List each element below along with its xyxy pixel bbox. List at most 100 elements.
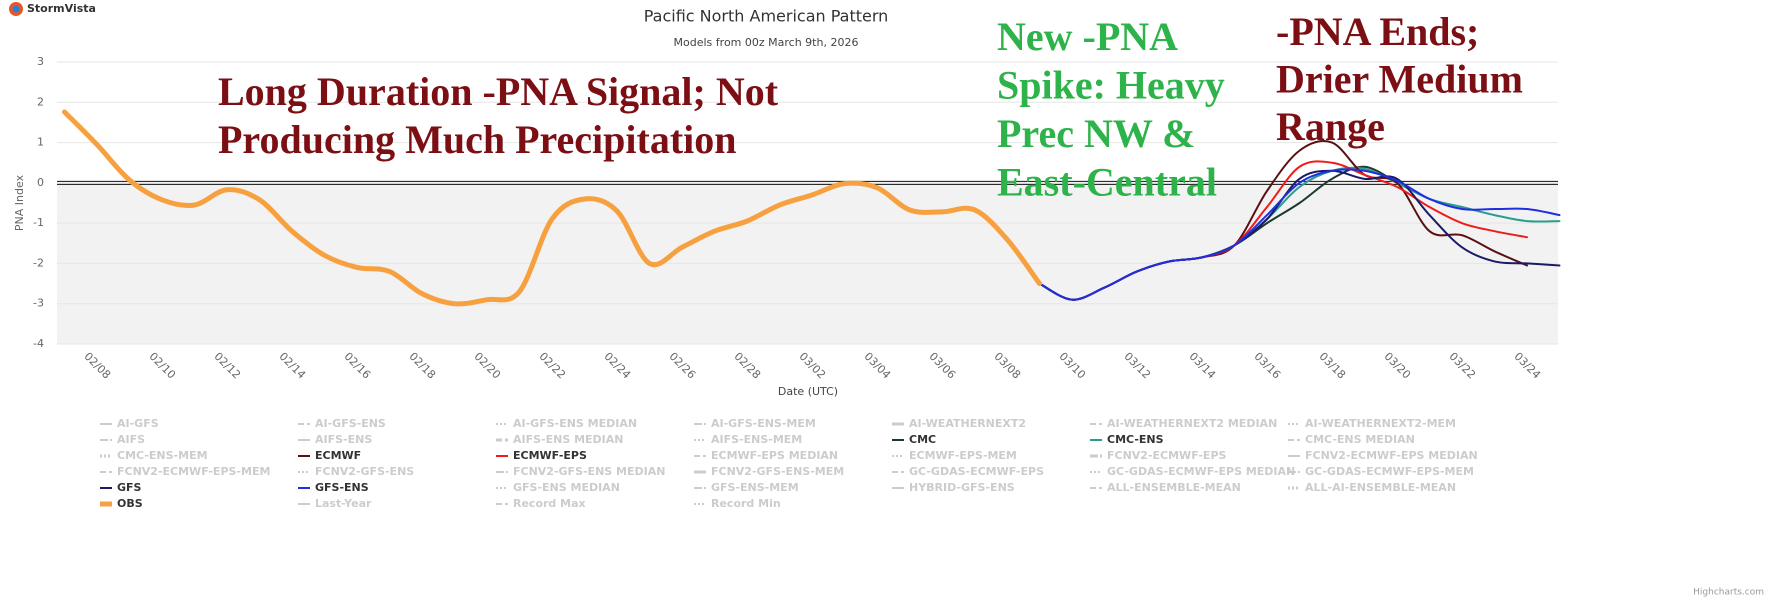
annotation: Prec NW &	[997, 111, 1195, 156]
chart-title: Pacific North American Pattern	[644, 7, 889, 26]
legend-item[interactable]: AIFS-ENS-MEM	[694, 433, 802, 446]
y-tick-label: 2	[37, 95, 44, 108]
legend-label[interactable]: OBS	[117, 497, 143, 510]
legend-item[interactable]: ALL-ENSEMBLE-MEAN	[1090, 481, 1241, 494]
legend-item[interactable]: AIFS	[100, 433, 145, 446]
legend-item[interactable]: AI-WEATHERNEXT2-MEM	[1288, 417, 1456, 430]
legend-item[interactable]: ECMWF	[298, 449, 361, 462]
legend-item[interactable]: CMC-ENS-MEM	[100, 449, 208, 462]
legend-item[interactable]: FCNV2-GFS-ENS-MEM	[694, 465, 844, 478]
legend-item[interactable]: Record Max	[496, 497, 586, 510]
legend-item[interactable]: AI-GFS-ENS-MEM	[694, 417, 816, 430]
legend-label[interactable]: AIFS-ENS-MEM	[711, 433, 802, 446]
legend-label[interactable]: AIFS-ENS	[315, 433, 372, 446]
credits[interactable]: Highcharts.com	[1693, 588, 1764, 598]
legend-item[interactable]: CMC	[892, 433, 936, 446]
legend-item[interactable]: AI-GFS	[100, 417, 159, 430]
x-tick-label: 02/16	[342, 350, 374, 382]
legend-label[interactable]: CMC	[909, 433, 936, 446]
legend-item[interactable]: AI-WEATHERNEXT2	[892, 417, 1026, 430]
y-tick-label: 3	[37, 55, 44, 68]
legend-label[interactable]: GC-GDAS-ECMWF-EPS MEDIAN	[1107, 465, 1295, 478]
legend-label[interactable]: GC-GDAS-ECMWF-EPS-MEM	[1305, 465, 1474, 478]
x-tick-label: 02/24	[602, 350, 634, 382]
legend-item[interactable]: FCNV2-ECMWF-EPS	[1090, 449, 1227, 462]
legend-item[interactable]: FCNV2-GFS-ENS	[298, 465, 414, 478]
legend-label[interactable]: AI-WEATHERNEXT2 MEDIAN	[1107, 417, 1277, 430]
legend-label[interactable]: FCNV2-GFS-ENS-MEM	[711, 465, 844, 478]
legend-label[interactable]: FCNV2-GFS-ENS	[315, 465, 414, 478]
legend-item[interactable]: FCNV2-ECMWF-EPS-MEM	[100, 465, 270, 478]
legend-item[interactable]: HYBRID-GFS-ENS	[892, 481, 1015, 494]
x-tick-label: 02/26	[667, 350, 699, 382]
legend-item[interactable]: GC-GDAS-ECMWF-EPS	[892, 465, 1044, 478]
legend-label[interactable]: CMC-ENS	[1107, 433, 1164, 446]
legend-label[interactable]: AI-GFS-ENS	[315, 417, 386, 430]
legend-label[interactable]: FCNV2-ECMWF-EPS	[1107, 449, 1227, 462]
legend-label[interactable]: Record Min	[711, 497, 781, 510]
legend-item[interactable]: AIFS-ENS	[298, 433, 372, 446]
legend-item[interactable]: Record Min	[694, 497, 781, 510]
x-tick-label: 02/20	[472, 350, 504, 382]
legend-label[interactable]: CMC-ENS-MEM	[117, 449, 208, 462]
legend-label[interactable]: AI-WEATHERNEXT2-MEM	[1305, 417, 1456, 430]
y-tick-label: -4	[33, 337, 44, 350]
legend-label[interactable]: Record Max	[513, 497, 586, 510]
legend-label[interactable]: HYBRID-GFS-ENS	[909, 481, 1015, 494]
y-tick-label: 0	[37, 176, 44, 189]
legend-label[interactable]: ECMWF-EPS-MEM	[909, 449, 1017, 462]
legend-item[interactable]: ECMWF-EPS MEDIAN	[694, 449, 838, 462]
legend-label[interactable]: ECMWF-EPS MEDIAN	[711, 449, 838, 462]
legend-label[interactable]: GFS-ENS	[315, 481, 369, 494]
legend-item[interactable]: AI-WEATHERNEXT2 MEDIAN	[1090, 417, 1277, 430]
legend-label[interactable]: AIFS-ENS MEDIAN	[513, 433, 623, 446]
legend-label[interactable]: FCNV2-ECMWF-EPS-MEM	[117, 465, 270, 478]
legend-label[interactable]: GFS-ENS-MEM	[711, 481, 799, 494]
legend-item[interactable]: ECMWF-EPS-MEM	[892, 449, 1017, 462]
legend-item[interactable]: CMC-ENS	[1090, 433, 1164, 446]
legend-item[interactable]: GFS-ENS MEDIAN	[496, 481, 620, 494]
legend-item[interactable]: AIFS-ENS MEDIAN	[496, 433, 623, 446]
legend-item[interactable]: AI-GFS-ENS MEDIAN	[496, 417, 637, 430]
legend-item[interactable]: GFS	[100, 481, 142, 494]
x-tick-label: 03/22	[1447, 350, 1479, 382]
legend-item[interactable]: ECMWF-EPS	[496, 449, 587, 462]
legend-label[interactable]: AI-GFS-ENS MEDIAN	[513, 417, 637, 430]
legend-label[interactable]: ALL-ENSEMBLE-MEAN	[1107, 481, 1241, 494]
x-tick-label: 03/04	[862, 350, 894, 382]
legend-label[interactable]: GFS	[117, 481, 142, 494]
legend-item[interactable]: FCNV2-GFS-ENS MEDIAN	[496, 465, 665, 478]
chart-subtitle: Models from 00z March 9th, 2026	[674, 36, 859, 49]
x-tick-label: 02/14	[277, 350, 309, 382]
legend-item[interactable]: GC-GDAS-ECMWF-EPS-MEM	[1288, 465, 1474, 478]
legend-item[interactable]: GFS-ENS-MEM	[694, 481, 799, 494]
legend-item[interactable]: OBS	[100, 497, 143, 510]
legend-label[interactable]: ECMWF	[315, 449, 361, 462]
legend-item[interactable]: CMC-ENS MEDIAN	[1288, 433, 1415, 446]
legend-label[interactable]: FCNV2-GFS-ENS MEDIAN	[513, 465, 665, 478]
legend-label[interactable]: AIFS	[117, 433, 145, 446]
legend-item[interactable]: FCNV2-ECMWF-EPS MEDIAN	[1288, 449, 1478, 462]
legend-item[interactable]: GFS-ENS	[298, 481, 369, 494]
x-tick-label: 02/10	[147, 350, 179, 382]
x-tick-label: 03/24	[1512, 350, 1544, 382]
legend-label[interactable]: AI-GFS	[117, 417, 159, 430]
annotation: East-Central	[997, 160, 1217, 205]
legend-label[interactable]: ALL-AI-ENSEMBLE-MEAN	[1305, 481, 1456, 494]
legend-item[interactable]: ALL-AI-ENSEMBLE-MEAN	[1288, 481, 1456, 494]
legend-label[interactable]: Last-Year	[315, 497, 372, 510]
annotation: Long Duration -PNA Signal; Not	[218, 69, 779, 114]
legend-item[interactable]: Last-Year	[298, 497, 372, 510]
legend-label[interactable]: AI-WEATHERNEXT2	[909, 417, 1026, 430]
legend-item[interactable]: GC-GDAS-ECMWF-EPS MEDIAN	[1090, 465, 1295, 478]
legend-label[interactable]: AI-GFS-ENS-MEM	[711, 417, 816, 430]
legend-item[interactable]: AI-GFS-ENS	[298, 417, 386, 430]
legend-label[interactable]: CMC-ENS MEDIAN	[1305, 433, 1415, 446]
annotation: Spike: Heavy	[997, 63, 1225, 108]
legend-label[interactable]: GFS-ENS MEDIAN	[513, 481, 620, 494]
legend-label[interactable]: GC-GDAS-ECMWF-EPS	[909, 465, 1044, 478]
legend-label[interactable]: ECMWF-EPS	[513, 449, 587, 462]
annotation: Drier Medium	[1276, 57, 1523, 102]
legend-label[interactable]: FCNV2-ECMWF-EPS MEDIAN	[1305, 449, 1478, 462]
y-tick-label: -2	[33, 256, 44, 269]
